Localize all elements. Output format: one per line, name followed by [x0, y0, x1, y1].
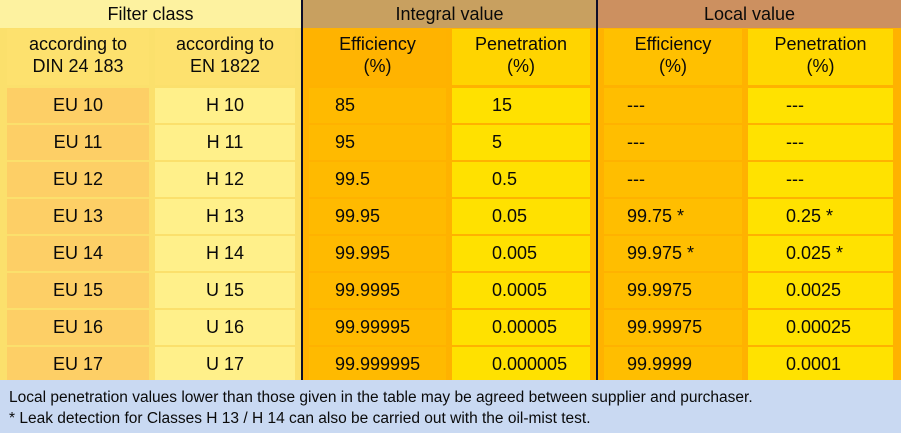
- en-subheader: according to EN 1822: [155, 29, 295, 85]
- en-cell: H 12: [155, 162, 295, 197]
- integral-efficiency-subheader: Efficiency (%): [309, 29, 446, 85]
- footnote-local-penetration: Local penetration values lower than thos…: [9, 389, 753, 406]
- din-cell: EU 13: [7, 199, 149, 234]
- local-efficiency-cell: ---: [604, 162, 742, 197]
- en-subheader-line1: according to: [175, 34, 275, 54]
- din-cell: EU 10: [7, 88, 149, 123]
- local-penetration-cell: 0.25 *: [748, 199, 893, 234]
- local-penetration-cell: 0.00025: [748, 310, 893, 345]
- local-efficiency-cell: ---: [604, 88, 742, 123]
- din-subheader: according to DIN 24 183: [7, 29, 149, 85]
- din-cell: EU 11: [7, 125, 149, 160]
- en-cell: U 17: [155, 347, 295, 380]
- din-subheader-line1: according to: [28, 34, 128, 54]
- filter-class-panel: Filter class according to DIN 24 183 acc…: [0, 0, 301, 380]
- en-cell: H 11: [155, 125, 295, 160]
- din-cell: EU 14: [7, 236, 149, 271]
- integral-penetration-unit: (%): [507, 56, 535, 76]
- integral-efficiency-cell: 95: [309, 125, 446, 160]
- en-cell: H 14: [155, 236, 295, 271]
- local-penetration-subheader: Penetration (%): [748, 29, 893, 85]
- local-penetration-cell: ---: [748, 125, 893, 160]
- integral-penetration-cell: 5: [452, 125, 590, 160]
- integral-efficiency-cell: 99.995: [309, 236, 446, 271]
- din-cell: EU 12: [7, 162, 149, 197]
- local-efficiency-cell: ---: [604, 125, 742, 160]
- integral-efficiency-label: Efficiency: [339, 34, 416, 54]
- integral-efficiency-cell: 99.99995: [309, 310, 446, 345]
- en-cell: H 13: [155, 199, 295, 234]
- filter-class-header: Filter class: [0, 0, 301, 28]
- din-subheader-line2: DIN 24 183: [32, 56, 124, 76]
- integral-penetration-cell: 0.5: [452, 162, 590, 197]
- local-penetration-cell: 0.025 *: [748, 236, 893, 271]
- integral-efficiency-cell: 99.95: [309, 199, 446, 234]
- local-value-panel: Local value Efficiency (%) Penetration (…: [598, 0, 901, 380]
- local-efficiency-subheader: Efficiency (%): [604, 29, 742, 85]
- local-penetration-cell: ---: [748, 162, 893, 197]
- integral-value-panel: Integral value Efficiency (%) Penetratio…: [303, 0, 596, 380]
- local-efficiency-cell: 99.99975: [604, 310, 742, 345]
- din-cell: EU 15: [7, 273, 149, 308]
- local-penetration-cell: ---: [748, 88, 893, 123]
- local-value-header: Local value: [598, 0, 901, 28]
- local-efficiency-cell: 99.9975: [604, 273, 742, 308]
- integral-efficiency-cell: 99.9995: [309, 273, 446, 308]
- en-cell: U 15: [155, 273, 295, 308]
- integral-penetration-subheader: Penetration (%): [452, 29, 590, 85]
- local-penetration-label: Penetration: [774, 34, 867, 54]
- integral-penetration-cell: 0.00005: [452, 310, 590, 345]
- table-footnotes: Local penetration values lower than thos…: [0, 380, 901, 433]
- local-efficiency-cell: 99.975 *: [604, 236, 742, 271]
- integral-penetration-cell: 15: [452, 88, 590, 123]
- en-subheader-line2: EN 1822: [189, 56, 261, 76]
- local-efficiency-label: Efficiency: [634, 34, 712, 54]
- integral-efficiency-cell: 99.999995: [309, 347, 446, 380]
- local-efficiency-cell: 99.75 *: [604, 199, 742, 234]
- footnote-leak-detection: * Leak detection for Classes H 13 / H 14…: [9, 410, 591, 427]
- integral-efficiency-unit: (%): [363, 56, 392, 76]
- integral-efficiency-cell: 85: [309, 88, 446, 123]
- local-penetration-cell: 0.0001: [748, 347, 893, 380]
- integral-penetration-cell: 0.000005: [452, 347, 590, 380]
- local-penetration-unit: (%): [806, 56, 835, 76]
- en-cell: U 16: [155, 310, 295, 345]
- integral-efficiency-cell: 99.5: [309, 162, 446, 197]
- local-efficiency-cell: 99.9999: [604, 347, 742, 380]
- en-cell: H 10: [155, 88, 295, 123]
- integral-penetration-cell: 0.005: [452, 236, 590, 271]
- din-cell: EU 16: [7, 310, 149, 345]
- integral-value-header: Integral value: [303, 0, 596, 28]
- din-cell: EU 17: [7, 347, 149, 380]
- integral-penetration-cell: 0.0005: [452, 273, 590, 308]
- local-efficiency-unit: (%): [659, 56, 687, 76]
- integral-penetration-cell: 0.05: [452, 199, 590, 234]
- integral-penetration-label: Penetration: [474, 34, 568, 54]
- local-penetration-cell: 0.0025: [748, 273, 893, 308]
